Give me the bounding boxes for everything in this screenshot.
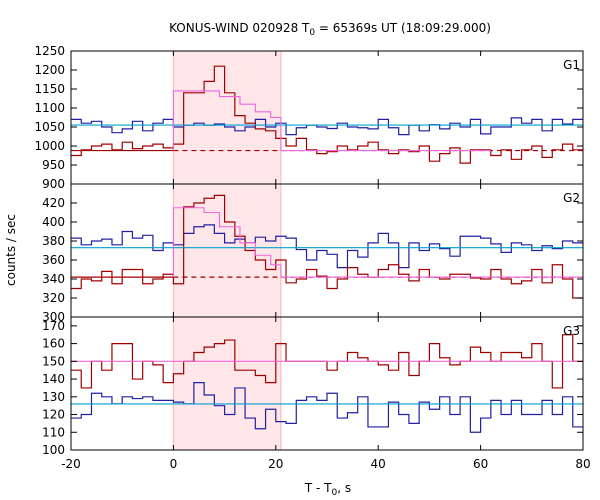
- x-tick-label: 20: [268, 457, 283, 471]
- plot-area: 900950100010501100115012001250G130032034…: [34, 44, 590, 471]
- panel-g2-ytick-label: 320: [42, 291, 65, 305]
- x-tick-label: 0: [170, 457, 178, 471]
- panel-g1-ytick-label: 1200: [34, 63, 65, 77]
- panel-g2-ytick-label: 420: [42, 196, 65, 210]
- panel-g2-label: G2: [563, 191, 580, 205]
- panel-g3-ytick-label: 100: [42, 443, 65, 457]
- panel-g3-ytick-label: 120: [42, 408, 65, 422]
- panel-g2-ytick-label: 400: [42, 215, 65, 229]
- panel-g3-ytick-label: 160: [42, 337, 65, 351]
- panel-g2-ytick-label: 380: [42, 234, 65, 248]
- shaded-interval: [173, 51, 281, 450]
- panel-g2-series-curve_a: [71, 194, 583, 299]
- panel-g3-ytick-label: 130: [42, 390, 65, 404]
- panel-g2-model-step: [172, 207, 282, 278]
- panel-g2-ytick-label: 340: [42, 272, 65, 286]
- panel-g1-ytick-label: 1050: [34, 120, 65, 134]
- panel-g1-series-curve_b: [71, 117, 583, 136]
- panel-g3-frame: [70, 316, 584, 451]
- x-tick-label: 80: [575, 457, 590, 471]
- x-tick-label: 60: [473, 457, 488, 471]
- y-axis-label: counts / sec: [4, 214, 18, 286]
- panel-g1-ytick-label: 1250: [34, 44, 65, 58]
- panel-g3-series-curve_b: [71, 382, 583, 433]
- panel-g1-ytick-label: 950: [42, 158, 65, 172]
- panel-g3-ytick-label: 150: [42, 354, 65, 368]
- panel-g2-ytick-label: 360: [42, 253, 65, 267]
- x-tick-label: -20: [61, 457, 81, 471]
- panel-g1-ytick-label: 1100: [34, 101, 65, 115]
- panel-g3-ytick-label: 170: [42, 319, 65, 333]
- chart-title: KONUS-WIND 020928 T0 = 65369s UT (18:09:…: [169, 21, 491, 38]
- panel-g1-ytick-label: 1000: [34, 139, 65, 153]
- panel-g1-series-curve_a: [71, 65, 583, 164]
- panel-g1-frame: [70, 50, 584, 185]
- panel-g1-ytick-label: 900: [42, 177, 65, 191]
- x-axis-label: T - T0, s: [304, 481, 351, 498]
- panel-g2-series-curve_b: [71, 224, 583, 269]
- panel-g3-label: G3: [563, 324, 580, 338]
- x-tick-label: 40: [371, 457, 386, 471]
- panel-g1-model-step: [172, 90, 282, 151]
- panel-g1-ytick-label: 1150: [34, 82, 65, 96]
- panel-g1-label: G1: [563, 58, 580, 72]
- panel-g3-ytick-label: 140: [42, 372, 65, 386]
- panel-g2-ytick-label: 300: [42, 310, 65, 324]
- panel-g3-ytick-label: 110: [42, 425, 65, 439]
